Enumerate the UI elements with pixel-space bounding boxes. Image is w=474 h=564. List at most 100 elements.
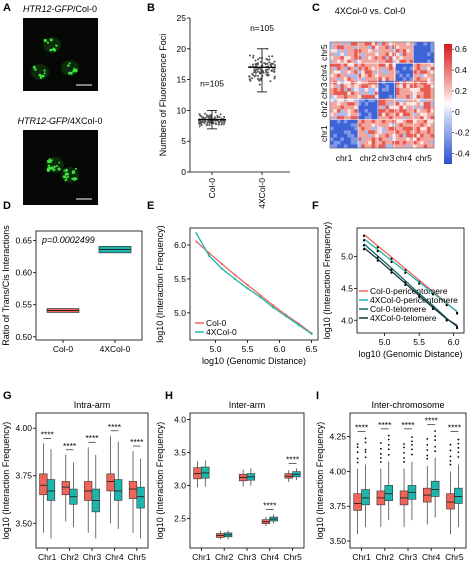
heatmap-cell bbox=[395, 133, 400, 138]
heatmap-cell bbox=[395, 52, 400, 57]
heatmap-cell bbox=[343, 126, 348, 131]
heatmap-cell bbox=[406, 109, 411, 113]
heatmap-cell bbox=[399, 137, 404, 142]
heatmap-cell bbox=[409, 102, 414, 106]
heatmap-cell bbox=[330, 140, 334, 145]
heatmap-cell bbox=[340, 87, 345, 92]
heatmap-cell bbox=[330, 105, 334, 110]
heatmap-cell bbox=[406, 87, 411, 92]
heatmap-cell bbox=[333, 116, 338, 121]
heatmap-cell bbox=[423, 98, 428, 103]
data-point bbox=[362, 239, 366, 242]
data-point bbox=[222, 123, 225, 126]
box-col-0 bbox=[106, 473, 115, 492]
heatmap-cell bbox=[340, 116, 345, 121]
heatmap-cell bbox=[395, 87, 400, 92]
x-tick-label: chr3 bbox=[378, 153, 395, 163]
y-tick-label: 4.00 bbox=[15, 423, 32, 433]
heatmap-cell bbox=[378, 144, 383, 149]
heatmap-cell bbox=[406, 95, 411, 99]
data-point bbox=[252, 56, 255, 59]
heatmap-cell bbox=[371, 137, 376, 142]
heatmap-cell bbox=[420, 95, 424, 99]
y-tick-label: 3.0 bbox=[174, 480, 186, 490]
heatmap-cell bbox=[357, 42, 362, 46]
gfp-focus bbox=[64, 168, 68, 172]
heatmap-cell bbox=[420, 49, 424, 53]
heatmap-cell bbox=[333, 52, 338, 57]
heatmap-cell bbox=[427, 140, 431, 145]
outlier-point bbox=[403, 446, 405, 449]
heatmap-cell bbox=[423, 130, 428, 135]
heatmap-cell bbox=[357, 70, 362, 75]
significance-label: **** bbox=[63, 441, 77, 451]
heatmap-cell bbox=[409, 105, 414, 110]
heatmap-cell bbox=[388, 45, 393, 50]
heatmap-cell bbox=[375, 119, 379, 124]
data-point bbox=[252, 74, 255, 77]
outlier-point bbox=[387, 434, 390, 437]
heatmap-cell bbox=[333, 126, 338, 131]
heatmap-cell bbox=[375, 63, 379, 68]
heatmap-cell bbox=[413, 123, 417, 128]
data-point bbox=[284, 315, 288, 318]
heatmap-cell bbox=[368, 49, 372, 53]
y-tick-label: 0.60 bbox=[15, 268, 32, 278]
x-tick-label: 4XCol-0 bbox=[257, 178, 267, 209]
heatmap-cell bbox=[368, 119, 372, 124]
heatmap-cell bbox=[361, 105, 365, 110]
heatmap-cell bbox=[357, 109, 362, 113]
data-point bbox=[445, 319, 448, 322]
image-caption: HTR12-GFP/4XCol-0 bbox=[17, 116, 102, 126]
data-point bbox=[214, 119, 217, 122]
heatmap-cell bbox=[430, 56, 435, 60]
y-axis-label: Numbers of Fluorescence Foci bbox=[158, 34, 168, 157]
heatmap-cell bbox=[427, 77, 431, 82]
heatmap-cell bbox=[375, 137, 379, 142]
heatmap-cell bbox=[402, 105, 407, 110]
heatmap-cell bbox=[336, 98, 341, 103]
heatmap-cell bbox=[427, 116, 431, 121]
heatmap-cell bbox=[330, 95, 334, 99]
panel-label: E bbox=[147, 200, 154, 212]
heatmap-cell bbox=[336, 102, 341, 106]
series-line-3 bbox=[363, 247, 458, 326]
heatmap-cell bbox=[340, 80, 345, 85]
heatmap-cell bbox=[382, 105, 386, 110]
heatmap-cell bbox=[409, 140, 414, 145]
gfp-focus bbox=[65, 176, 68, 179]
y-tick-label: 4.00 bbox=[329, 466, 346, 476]
data-point bbox=[376, 259, 379, 262]
y-tick-label: 0.55 bbox=[15, 300, 32, 310]
y-tick-label: 5.0 bbox=[341, 252, 353, 262]
heatmap-cell bbox=[371, 42, 376, 46]
heatmap-cell bbox=[416, 119, 421, 124]
x-tick-label: Chr1 bbox=[192, 552, 211, 562]
heatmap-cell bbox=[402, 123, 407, 128]
data-point bbox=[252, 54, 255, 57]
heatmap-cell bbox=[385, 116, 390, 121]
heatmap-cell bbox=[427, 109, 431, 113]
heatmap-cell bbox=[395, 98, 400, 103]
outlier-point bbox=[403, 443, 405, 445]
heatmap-cell bbox=[364, 73, 369, 78]
outlier-point bbox=[434, 439, 437, 442]
heatmap-cell bbox=[385, 98, 390, 103]
x-tick-label: 6.0 bbox=[448, 337, 460, 347]
data-point bbox=[200, 123, 203, 126]
heatmap-cell bbox=[378, 98, 383, 103]
heatmap-cell bbox=[333, 137, 338, 142]
outlier-point bbox=[411, 453, 413, 456]
heatmap-cell bbox=[423, 42, 428, 46]
legend-label: 4XCol-0-pericentomere bbox=[370, 295, 458, 305]
box-col-0 bbox=[61, 481, 70, 496]
heatmap-cell bbox=[347, 91, 352, 96]
outlier-point bbox=[356, 443, 359, 446]
heatmap-cell bbox=[385, 84, 390, 89]
heatmap-cell bbox=[375, 144, 379, 149]
heatmap-cell bbox=[336, 130, 341, 135]
heatmap-cell bbox=[371, 98, 376, 103]
gfp-focus bbox=[41, 74, 45, 78]
heatmap-cell bbox=[375, 126, 379, 131]
heatmap-cell bbox=[375, 105, 379, 110]
